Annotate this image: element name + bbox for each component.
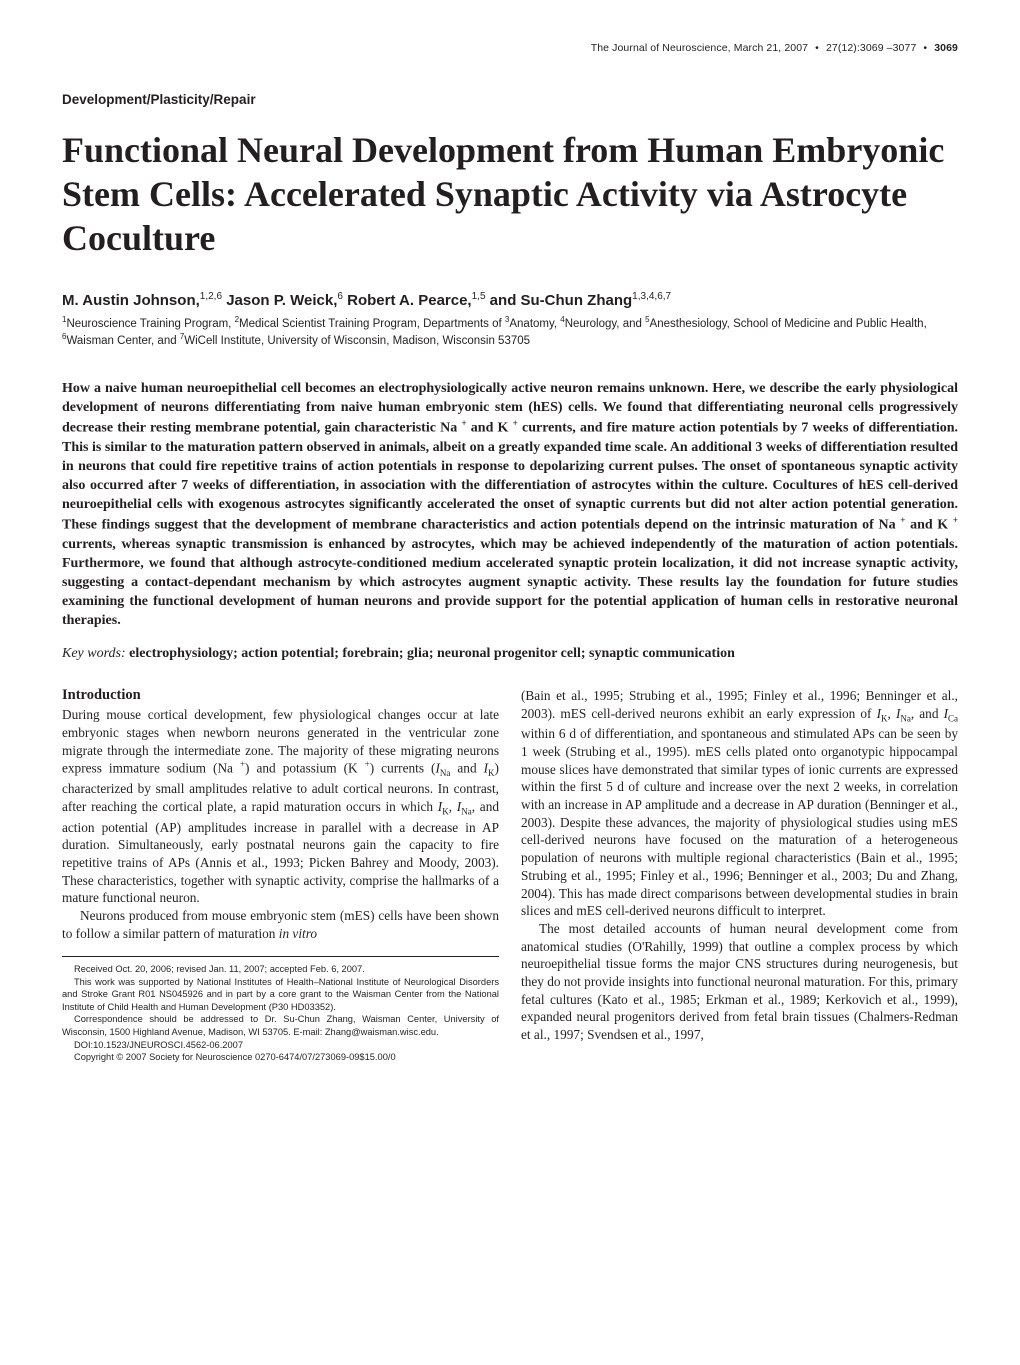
issue-date: March 21, 2007	[734, 42, 808, 54]
affiliations: 1Neuroscience Training Program, 2Medical…	[62, 315, 958, 350]
left-column: Introduction During mouse cortical devel…	[62, 687, 499, 1063]
paragraph: (Bain et al., 1995; Strubing et al., 199…	[521, 687, 958, 920]
body-columns: Introduction During mouse cortical devel…	[62, 687, 958, 1063]
running-head: The Journal of Neuroscience, March 21, 2…	[62, 42, 958, 54]
copyright: Copyright © 2007 Society for Neuroscienc…	[62, 1051, 499, 1064]
paragraph: During mouse cortical development, few p…	[62, 706, 499, 907]
journal-name: The Journal of Neuroscience,	[591, 42, 731, 54]
right-column: (Bain et al., 1995; Strubing et al., 199…	[521, 687, 958, 1063]
footnotes: Received Oct. 20, 2006; revised Jan. 11,…	[62, 963, 499, 1063]
funding-statement: This work was supported by National Inst…	[62, 976, 499, 1014]
footnote-rule	[62, 956, 499, 957]
section-label: Development/Plasticity/Repair	[62, 92, 958, 107]
correspondence: Correspondence should be addressed to Dr…	[62, 1013, 499, 1038]
paragraph: The most detailed accounts of human neur…	[521, 920, 958, 1044]
keywords-label: Key words:	[62, 646, 129, 661]
article-title: Functional Neural Development from Human…	[62, 129, 958, 261]
introduction-heading: Introduction	[62, 687, 499, 704]
separator-dot: •	[923, 42, 927, 54]
body-text: (Bain et al., 1995; Strubing et al., 199…	[521, 687, 958, 1043]
separator-dot: •	[815, 42, 819, 54]
body-text: During mouse cortical development, few p…	[62, 706, 499, 942]
page-number: 3069	[934, 42, 958, 54]
keywords: Key words: electrophysiology; action pot…	[62, 644, 958, 663]
volume-issue-pages: 27(12):3069 –3077	[826, 42, 916, 54]
doi: DOI:10.1523/JNEUROSCI.4562-06.2007	[62, 1039, 499, 1052]
keywords-text: electrophysiology; action potential; for…	[129, 646, 735, 661]
received-dates: Received Oct. 20, 2006; revised Jan. 11,…	[62, 963, 499, 976]
paragraph: Neurons produced from mouse embryonic st…	[62, 907, 499, 942]
author-list: M. Austin Johnson,1,2,6 Jason P. Weick,6…	[62, 291, 958, 309]
abstract: How a naive human neuroepithelial cell b…	[62, 379, 958, 630]
